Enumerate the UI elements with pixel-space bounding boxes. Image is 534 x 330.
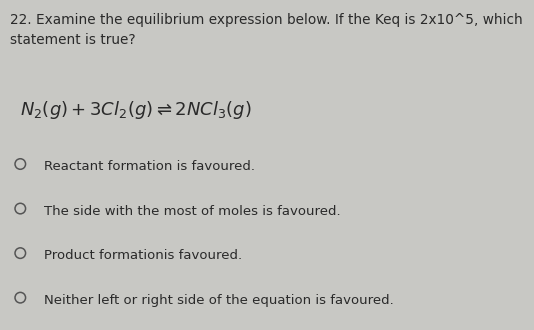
Text: The side with the most of moles is favoured.: The side with the most of moles is favou… xyxy=(44,205,340,217)
Text: 22. Examine the equilibrium expression below. If the Keq is 2x10^5, which
statem: 22. Examine the equilibrium expression b… xyxy=(10,13,522,47)
Text: Product formationis favoured.: Product formationis favoured. xyxy=(44,249,242,262)
Text: Neither left or right side of the equation is favoured.: Neither left or right side of the equati… xyxy=(44,294,394,307)
Text: $N_2(g) + 3Cl_2(g) \rightleftharpoons 2NCl_3(g)$: $N_2(g) + 3Cl_2(g) \rightleftharpoons 2N… xyxy=(20,99,252,121)
Text: Reactant formation is favoured.: Reactant formation is favoured. xyxy=(44,160,255,173)
